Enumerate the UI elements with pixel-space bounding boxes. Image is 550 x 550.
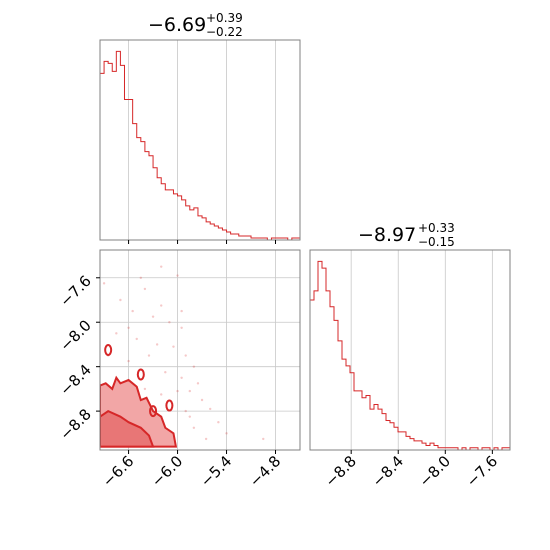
param2-xticks: −8.8 −8.4 −8.0 −7.6 bbox=[322, 450, 501, 491]
scatter-point bbox=[192, 426, 196, 429]
scatter-point bbox=[262, 437, 265, 441]
scatter-point bbox=[200, 398, 204, 402]
contour-island bbox=[149, 405, 158, 418]
xtick-label: −6.6 bbox=[99, 452, 137, 490]
scatter-point bbox=[172, 345, 175, 348]
contour-island bbox=[104, 344, 113, 356]
scatter-point bbox=[160, 304, 163, 307]
scatter-point bbox=[176, 389, 179, 393]
scatter-point bbox=[168, 321, 171, 324]
scatter-point bbox=[164, 371, 167, 374]
scatter-point bbox=[127, 326, 130, 329]
scatter-point bbox=[176, 274, 179, 277]
scatter-point bbox=[115, 332, 118, 335]
param1-histogram-line bbox=[99, 50, 300, 241]
scatter-point bbox=[217, 421, 220, 424]
scatter-point bbox=[196, 382, 200, 385]
param1-title-upper: +0.39 bbox=[206, 11, 243, 25]
scatter-point bbox=[180, 376, 183, 379]
scatter-point bbox=[127, 359, 130, 363]
contour-island bbox=[136, 368, 145, 381]
panel-param2-histogram: −8.97 +0.33 −0.15 −8.8 −8.4 −8.0 −7.6 bbox=[309, 221, 511, 491]
xtick-label: −8.0 bbox=[416, 452, 454, 490]
joint-grid bbox=[100, 250, 300, 450]
param2-title-upper: +0.33 bbox=[418, 221, 455, 235]
param1-grid bbox=[128, 40, 276, 240]
panel-param1-histogram: −6.69 +0.39 −0.22 bbox=[99, 11, 301, 244]
scatter-point bbox=[119, 298, 122, 302]
scatter-point bbox=[180, 326, 183, 329]
scatter-point bbox=[225, 432, 228, 435]
ytick-label: −8.8 bbox=[56, 405, 94, 443]
scatter-point bbox=[151, 315, 155, 318]
ytick-label: −8.4 bbox=[56, 361, 94, 399]
param2-title-value: −8.97 bbox=[358, 224, 416, 246]
param1-xticks bbox=[128, 240, 277, 244]
xtick-label: −6.0 bbox=[148, 452, 186, 490]
param1-title-lower: −0.22 bbox=[206, 25, 243, 39]
panel-joint-contour: −6.6 −6.0 −5.4 −4.8 −7.6 −8.0 −8.4 −8.8 bbox=[56, 249, 301, 491]
xtick-label: −8.4 bbox=[369, 452, 407, 490]
scatter-point bbox=[209, 407, 212, 411]
scatter-point bbox=[160, 265, 163, 268]
joint-xticks: −6.6 −6.0 −5.4 −4.8 bbox=[99, 450, 284, 491]
scatter-point bbox=[147, 354, 151, 357]
joint-axes-frame bbox=[99, 249, 301, 451]
scatter-point bbox=[155, 343, 159, 346]
xtick-label: −8.8 bbox=[322, 452, 360, 490]
scatter-point bbox=[184, 409, 187, 413]
joint-yticks: −7.6 −8.0 −8.4 −8.8 bbox=[56, 272, 100, 444]
scatter-point bbox=[143, 387, 147, 391]
scatter-point bbox=[204, 437, 208, 441]
scatter-point bbox=[131, 309, 134, 313]
joint-contour-inner bbox=[100, 409, 155, 448]
param2-histogram-line bbox=[309, 260, 510, 451]
scatter-point bbox=[188, 389, 191, 393]
ytick-label: −8.0 bbox=[56, 316, 94, 354]
scatter-point bbox=[143, 287, 147, 291]
scatter-point bbox=[188, 415, 191, 418]
param2-grid bbox=[350, 250, 493, 450]
contour-island bbox=[165, 399, 174, 412]
param1-axes-frame bbox=[99, 39, 301, 241]
scatter-point bbox=[192, 365, 196, 368]
xtick-label: −5.4 bbox=[197, 452, 235, 490]
xtick-label: −4.8 bbox=[246, 452, 284, 490]
scatter-point bbox=[180, 309, 183, 313]
scatter-point bbox=[184, 354, 187, 357]
scatter-point bbox=[160, 393, 163, 396]
scatter-point bbox=[102, 282, 106, 285]
xtick-label: −7.6 bbox=[463, 452, 501, 490]
ytick-label: −7.6 bbox=[56, 272, 94, 310]
scatter-point bbox=[139, 276, 143, 279]
param1-title-value: −6.69 bbox=[148, 14, 206, 36]
joint-contour-islands bbox=[104, 344, 174, 418]
param2-title-lower: −0.15 bbox=[418, 235, 455, 249]
scatter-point bbox=[135, 337, 138, 341]
param2-axes-frame bbox=[309, 249, 511, 451]
